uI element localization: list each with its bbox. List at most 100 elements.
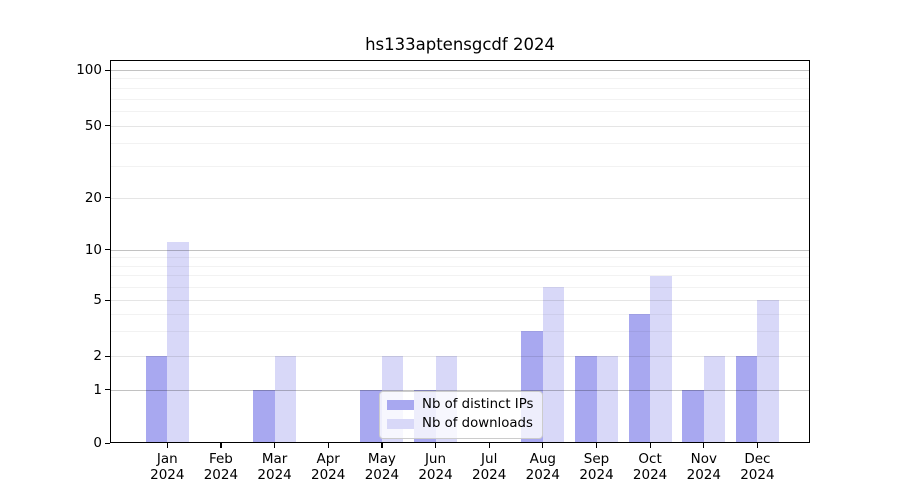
bar-sep-distinct-ips — [575, 356, 597, 443]
legend-swatch-distinct-ips-icon — [387, 400, 414, 410]
year-label: 2024 — [311, 466, 346, 483]
y-tick-label-10: 10 — [84, 241, 102, 258]
legend-label-distinct-ips: Nb of distinct IPs — [422, 397, 534, 412]
bar-nov-distinct-ips — [682, 389, 704, 443]
gridline-1 — [111, 390, 809, 391]
x-tick-label-dec: Dec 2024 — [722, 451, 792, 483]
minor-gridline-4 — [111, 314, 809, 315]
minor-gridline-6 — [111, 287, 809, 288]
x-tick-mark-feb — [220, 443, 222, 448]
x-tick-mark-jan — [166, 443, 168, 448]
y-tick-mark-100 — [105, 69, 110, 71]
minor-gridline-9 — [111, 257, 809, 258]
gridline-5 — [111, 300, 809, 301]
year-label: 2024 — [472, 466, 507, 483]
bar-dec-downloads — [757, 300, 779, 443]
year-label: 2024 — [686, 466, 721, 483]
x-tick-mark-jul — [488, 443, 490, 448]
minor-gridline-70 — [111, 99, 809, 100]
month-label: Jan — [156, 451, 178, 467]
bar-mar-downloads — [274, 356, 297, 443]
x-tick-label-jun: Jun 2024 — [401, 451, 471, 483]
month-label: Feb — [208, 451, 233, 467]
y-tick-label-20: 20 — [84, 189, 102, 206]
x-tick-label-may: May 2024 — [347, 451, 417, 483]
chart-title: hs133aptensgcdf 2024 — [365, 35, 555, 54]
gridline-50 — [111, 126, 809, 127]
x-tick-label-feb: Feb 2024 — [186, 451, 256, 483]
year-label: 2024 — [525, 466, 560, 483]
y-tick-label-50: 50 — [84, 117, 102, 134]
x-tick-label-oct: Oct 2024 — [615, 451, 685, 483]
x-tick-label-aug: Aug 2024 — [508, 451, 578, 483]
year-label: 2024 — [150, 466, 185, 483]
y-tick-label-0: 0 — [93, 435, 102, 451]
year-label: 2024 — [203, 466, 239, 483]
y-tick-mark-1 — [105, 389, 110, 391]
y-tick-label-1: 1 — [93, 381, 102, 398]
x-tick-label-apr: Apr 2024 — [293, 451, 363, 483]
x-tick-label-jan: Jan 2024 — [132, 451, 202, 483]
bar-jan-downloads — [167, 242, 189, 443]
x-tick-mark-jun — [435, 443, 437, 448]
bar-mar-distinct-ips — [253, 389, 275, 443]
minor-gridline-7 — [111, 275, 809, 276]
minor-gridline-60 — [111, 111, 809, 112]
minor-gridline-30 — [111, 166, 809, 167]
minor-gridline-40 — [111, 143, 809, 144]
x-tick-mark-nov — [703, 443, 705, 448]
bar-sep-downloads — [596, 356, 618, 443]
legend-row-distinct-ips: Nb of distinct IPs — [387, 397, 533, 413]
x-tick-mark-sep — [596, 443, 598, 448]
month-label: May — [367, 451, 396, 467]
y-tick-label-100: 100 — [76, 62, 102, 78]
legend-swatch-downloads-icon — [387, 419, 414, 429]
minor-gridline-8 — [111, 266, 809, 267]
month-label: Sep — [583, 451, 610, 467]
x-tick-mark-dec — [756, 443, 759, 448]
year-label: 2024 — [740, 466, 775, 483]
x-tick-label-mar: Mar 2024 — [240, 451, 310, 483]
month-label: Dec — [744, 451, 771, 467]
legend-label-downloads: Nb of downloads — [422, 416, 533, 431]
legend-row-downloads: Nb of downloads — [387, 416, 533, 432]
x-tick-mark-oct — [649, 443, 651, 448]
y-tick-mark-20 — [105, 197, 110, 199]
minor-gridline-90 — [111, 78, 809, 79]
bar-dec-distinct-ips — [735, 356, 758, 443]
month-label: Apr — [316, 451, 340, 467]
year-label: 2024 — [579, 466, 614, 483]
month-label: Oct — [638, 451, 662, 467]
y-tick-label-5: 5 — [93, 292, 102, 308]
x-tick-label-sep: Sep 2024 — [562, 451, 632, 483]
y-tick-mark-50 — [105, 125, 110, 127]
x-tick-label-nov: Nov 2024 — [669, 451, 739, 483]
bar-oct-downloads — [650, 275, 672, 443]
year-label: 2024 — [364, 466, 400, 483]
month-label: Nov — [690, 451, 717, 467]
y-tick-label-2: 2 — [93, 348, 102, 364]
gridline-2 — [111, 356, 809, 357]
y-tick-mark-10 — [105, 249, 110, 251]
year-label: 2024 — [632, 466, 668, 483]
minor-gridline-3 — [111, 331, 809, 332]
gridline-100 — [111, 70, 809, 71]
gridline-20 — [111, 198, 809, 199]
month-label: Jul — [481, 451, 498, 467]
bar-jan-distinct-ips — [145, 356, 168, 443]
month-label: Jun — [424, 451, 447, 467]
bar-oct-distinct-ips — [628, 313, 651, 443]
month-label: Aug — [529, 451, 556, 467]
month-label: Mar — [261, 451, 288, 467]
legend: Nb of distinct IPs Nb of downloads — [379, 391, 544, 439]
y-tick-mark-0 — [105, 442, 110, 444]
x-tick-mark-apr — [327, 443, 329, 448]
y-tick-mark-2 — [105, 355, 110, 357]
year-label: 2024 — [418, 466, 453, 483]
minor-gridline-80 — [111, 88, 809, 89]
x-tick-mark-aug — [542, 443, 544, 448]
gridline-10 — [111, 250, 809, 251]
